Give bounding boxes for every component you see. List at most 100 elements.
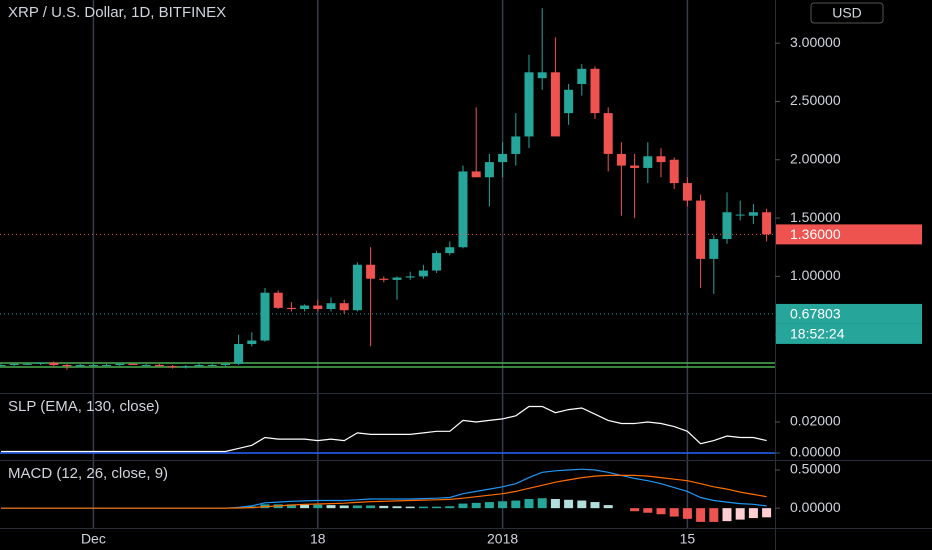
candle-body	[432, 253, 442, 271]
histogram-bar	[286, 504, 296, 509]
histogram-bar	[550, 499, 560, 509]
histogram-bar	[511, 500, 521, 509]
candle-body	[300, 305, 310, 310]
histogram-bar	[762, 508, 772, 518]
currency-button[interactable]	[810, 2, 884, 24]
histogram-bar	[471, 502, 481, 509]
candle-body	[62, 365, 72, 367]
indicator-title: SLP (EMA, 130, close)	[8, 398, 159, 415]
candle-body	[207, 365, 217, 367]
candle-body	[339, 303, 349, 311]
histogram-bar	[682, 508, 692, 519]
candle-body	[550, 72, 560, 137]
histogram-bar	[445, 506, 455, 509]
candle-body	[115, 363, 125, 366]
candle-body	[590, 68, 600, 114]
candle-body	[682, 183, 692, 201]
candle-body	[511, 136, 521, 154]
histogram-bar	[603, 505, 613, 509]
candle-body	[88, 365, 98, 367]
histogram-bar	[352, 505, 362, 509]
price-label-box	[776, 224, 922, 245]
y-tick-label: 2.00000	[790, 150, 841, 166]
countdown-box	[776, 323, 922, 344]
candle-body	[0, 365, 6, 367]
y-tick-label: 1.50000	[790, 209, 841, 225]
candle-body	[405, 276, 415, 278]
histogram-bar	[313, 504, 323, 509]
price-label: 0.67803	[790, 306, 841, 322]
x-tick-label: 15	[680, 531, 696, 547]
y-tick-label: 3.00000	[790, 34, 841, 50]
price-label-box	[776, 303, 922, 324]
histogram-bar	[656, 508, 666, 515]
candle-body	[326, 303, 336, 310]
histogram-bar	[300, 504, 310, 509]
candle-body	[418, 270, 428, 277]
candle-body	[484, 162, 494, 178]
countdown: 18:52:24	[790, 326, 845, 342]
candle-body	[524, 72, 534, 137]
candle-body	[643, 156, 653, 168]
candle-body	[748, 212, 758, 216]
candle-body	[603, 113, 613, 154]
histogram-bar	[366, 505, 376, 509]
indicator-line	[1, 474, 767, 509]
candle-body	[616, 153, 626, 166]
histogram-bar	[564, 499, 574, 509]
candle-body	[669, 159, 679, 184]
candle-body	[22, 363, 32, 365]
candle-body	[564, 89, 574, 114]
histogram-bar	[696, 508, 706, 522]
candle-body	[709, 239, 719, 259]
candle-body	[577, 68, 587, 84]
indicator-title: MACD (12, 26, close, 9)	[8, 465, 168, 482]
candle-body	[352, 264, 362, 311]
chart-title: XRP / U.S. Dollar, 1D, BITFINEX	[8, 4, 226, 21]
candle-body	[128, 363, 138, 366]
candle-body	[696, 200, 706, 259]
histogram-bar	[577, 500, 587, 509]
candle-body	[260, 292, 270, 341]
indicator-line	[1, 405, 767, 453]
histogram-bar	[458, 503, 468, 509]
histogram-bar	[498, 501, 508, 509]
y-tick-label: 0.50000	[790, 461, 841, 477]
candle-body	[9, 363, 19, 366]
candle-body	[471, 171, 481, 178]
histogram-bar	[537, 498, 547, 509]
y-tick-label: 2.50000	[790, 92, 841, 108]
candle-body	[247, 340, 257, 345]
currency-label[interactable]: USD	[832, 5, 862, 21]
x-tick-label: Dec	[81, 531, 106, 547]
candle-body	[234, 344, 244, 364]
candle-body	[220, 363, 230, 366]
histogram-bar	[405, 506, 415, 509]
histogram-bar	[630, 508, 640, 512]
candle-body	[762, 212, 772, 235]
candle-body	[154, 365, 164, 367]
histogram-bar	[590, 502, 600, 509]
histogram-bar	[392, 506, 402, 509]
candle-body	[102, 365, 112, 367]
candle-body	[630, 165, 640, 168]
candle-body	[36, 362, 46, 364]
candle-body	[49, 362, 59, 366]
candle-body	[168, 366, 178, 368]
histogram-bar	[524, 499, 534, 509]
histogram-bar	[339, 505, 349, 509]
histogram-bar	[432, 506, 442, 509]
candle-body	[735, 214, 745, 216]
histogram-bar	[669, 508, 679, 517]
histogram-bar	[709, 508, 719, 522]
histogram-bar	[418, 506, 428, 509]
candle-body	[379, 278, 389, 280]
y-tick-label: 0.00000	[790, 499, 841, 515]
price-label: 1.36000	[790, 226, 841, 242]
candle-body	[75, 365, 85, 367]
x-tick-label: 18	[310, 531, 326, 547]
histogram-bar	[484, 502, 494, 509]
